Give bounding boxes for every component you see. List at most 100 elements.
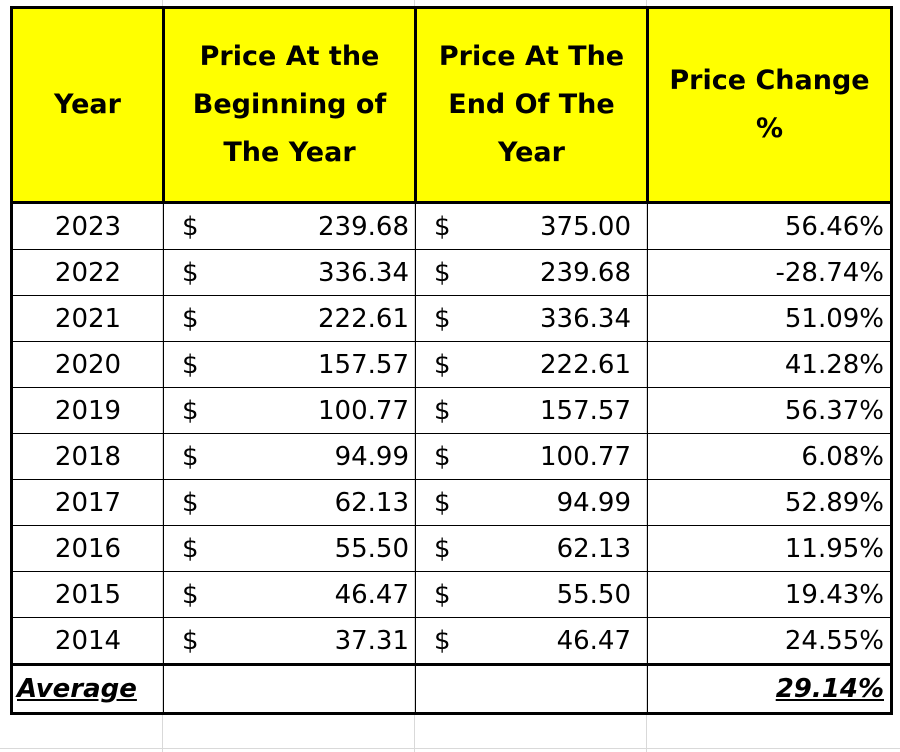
currency-symbol: $ (434, 441, 451, 472)
currency-value: $55.50 (422, 580, 641, 610)
year-cell[interactable]: 2018 (10, 433, 164, 480)
price-amount: 55.50 (556, 579, 631, 610)
currency-symbol: $ (434, 211, 451, 242)
currency-value: $336.34 (422, 304, 641, 334)
price-amount: 375.00 (540, 211, 631, 242)
year-cell[interactable]: 2014 (10, 617, 164, 665)
price-change-cell[interactable]: 56.46% (647, 201, 893, 250)
price-change-cell[interactable]: 11.95% (647, 525, 893, 572)
year-cell[interactable]: 2019 (10, 387, 164, 434)
begin-price-cell[interactable]: $222.61 (163, 295, 416, 342)
price-table: Year Price At the Beginning of The Year … (10, 6, 893, 715)
header-begin-price[interactable]: Price At the Beginning of The Year (162, 6, 417, 204)
price-change-cell[interactable]: 24.55% (647, 617, 893, 665)
table-row: 2020 $157.57 $222.61 41.28% (10, 341, 893, 388)
average-empty-cell[interactable] (163, 663, 416, 715)
price-amount: 222.61 (540, 349, 631, 380)
average-value[interactable]: 29.14% (647, 663, 893, 715)
end-price-cell[interactable]: $62.13 (415, 525, 648, 572)
currency-symbol: $ (182, 257, 199, 288)
end-price-cell[interactable]: $336.34 (415, 295, 648, 342)
table-row: 2021 $222.61 $336.34 51.09% (10, 295, 893, 342)
begin-price-cell[interactable]: $100.77 (163, 387, 416, 434)
sheet-gridline (0, 748, 900, 749)
year-cell[interactable]: 2017 (10, 479, 164, 526)
table-row: 2014 $37.31 $46.47 24.55% (10, 617, 893, 665)
currency-symbol: $ (434, 303, 451, 334)
currency-value: $37.31 (170, 626, 409, 656)
currency-value: $157.57 (170, 350, 409, 380)
table-row: 2018 $94.99 $100.77 6.08% (10, 433, 893, 480)
currency-symbol: $ (182, 395, 199, 426)
currency-value: $239.68 (170, 212, 409, 242)
price-amount: 100.77 (318, 395, 409, 426)
price-change-cell[interactable]: 41.28% (647, 341, 893, 388)
header-end-price[interactable]: Price At The End Of The Year (414, 6, 649, 204)
header-year[interactable]: Year (10, 6, 165, 204)
currency-value: $62.13 (170, 488, 409, 518)
currency-symbol: $ (182, 579, 199, 610)
currency-symbol: $ (434, 349, 451, 380)
price-amount: 336.34 (540, 303, 631, 334)
price-amount: 37.31 (334, 625, 409, 656)
price-change-cell[interactable]: 19.43% (647, 571, 893, 618)
begin-price-cell[interactable]: $62.13 (163, 479, 416, 526)
end-price-cell[interactable]: $222.61 (415, 341, 648, 388)
average-empty-cell[interactable] (415, 663, 648, 715)
price-change-cell[interactable]: 51.09% (647, 295, 893, 342)
year-cell[interactable]: 2023 (10, 201, 164, 250)
price-amount: 46.47 (556, 625, 631, 656)
currency-symbol: $ (434, 395, 451, 426)
end-price-cell[interactable]: $239.68 (415, 249, 648, 296)
end-price-cell[interactable]: $100.77 (415, 433, 648, 480)
currency-symbol: $ (182, 349, 199, 380)
price-amount: 46.47 (334, 579, 409, 610)
price-change-cell[interactable]: 56.37% (647, 387, 893, 434)
begin-price-cell[interactable]: $55.50 (163, 525, 416, 572)
year-cell[interactable]: 2020 (10, 341, 164, 388)
year-cell[interactable]: 2016 (10, 525, 164, 572)
average-label[interactable]: Average (10, 663, 164, 715)
price-amount: 157.57 (540, 395, 631, 426)
header-price-change[interactable]: Price Change % (646, 6, 893, 204)
table-row: 2016 $55.50 $62.13 11.95% (10, 525, 893, 572)
price-change-cell[interactable]: -28.74% (647, 249, 893, 296)
begin-price-cell[interactable]: $46.47 (163, 571, 416, 618)
year-cell[interactable]: 2021 (10, 295, 164, 342)
end-price-cell[interactable]: $375.00 (415, 201, 648, 250)
average-row: Average 29.14% (10, 663, 893, 715)
currency-value: $157.57 (422, 396, 641, 426)
price-amount: 94.99 (556, 487, 631, 518)
begin-price-cell[interactable]: $37.31 (163, 617, 416, 665)
price-change-cell[interactable]: 6.08% (647, 433, 893, 480)
price-amount: 94.99 (334, 441, 409, 472)
currency-symbol: $ (182, 487, 199, 518)
price-amount: 222.61 (318, 303, 409, 334)
begin-price-cell[interactable]: $157.57 (163, 341, 416, 388)
begin-price-cell[interactable]: $94.99 (163, 433, 416, 480)
begin-price-cell[interactable]: $239.68 (163, 201, 416, 250)
currency-value: $62.13 (422, 534, 641, 564)
table-row: 2023 $239.68 $375.00 56.46% (10, 201, 893, 250)
currency-symbol: $ (182, 625, 199, 656)
price-amount: 62.13 (334, 487, 409, 518)
year-cell[interactable]: 2022 (10, 249, 164, 296)
currency-symbol: $ (182, 441, 199, 472)
price-amount: 239.68 (540, 257, 631, 288)
end-price-cell[interactable]: $46.47 (415, 617, 648, 665)
currency-symbol: $ (434, 533, 451, 564)
price-amount: 336.34 (318, 257, 409, 288)
year-cell[interactable]: 2015 (10, 571, 164, 618)
price-change-cell[interactable]: 52.89% (647, 479, 893, 526)
end-price-cell[interactable]: $55.50 (415, 571, 648, 618)
table-row: 2019 $100.77 $157.57 56.37% (10, 387, 893, 434)
currency-symbol: $ (434, 257, 451, 288)
end-price-cell[interactable]: $94.99 (415, 479, 648, 526)
begin-price-cell[interactable]: $336.34 (163, 249, 416, 296)
currency-symbol: $ (434, 579, 451, 610)
currency-value: $375.00 (422, 212, 641, 242)
end-price-cell[interactable]: $157.57 (415, 387, 648, 434)
price-amount: 239.68 (318, 211, 409, 242)
currency-value: $336.34 (170, 258, 409, 288)
